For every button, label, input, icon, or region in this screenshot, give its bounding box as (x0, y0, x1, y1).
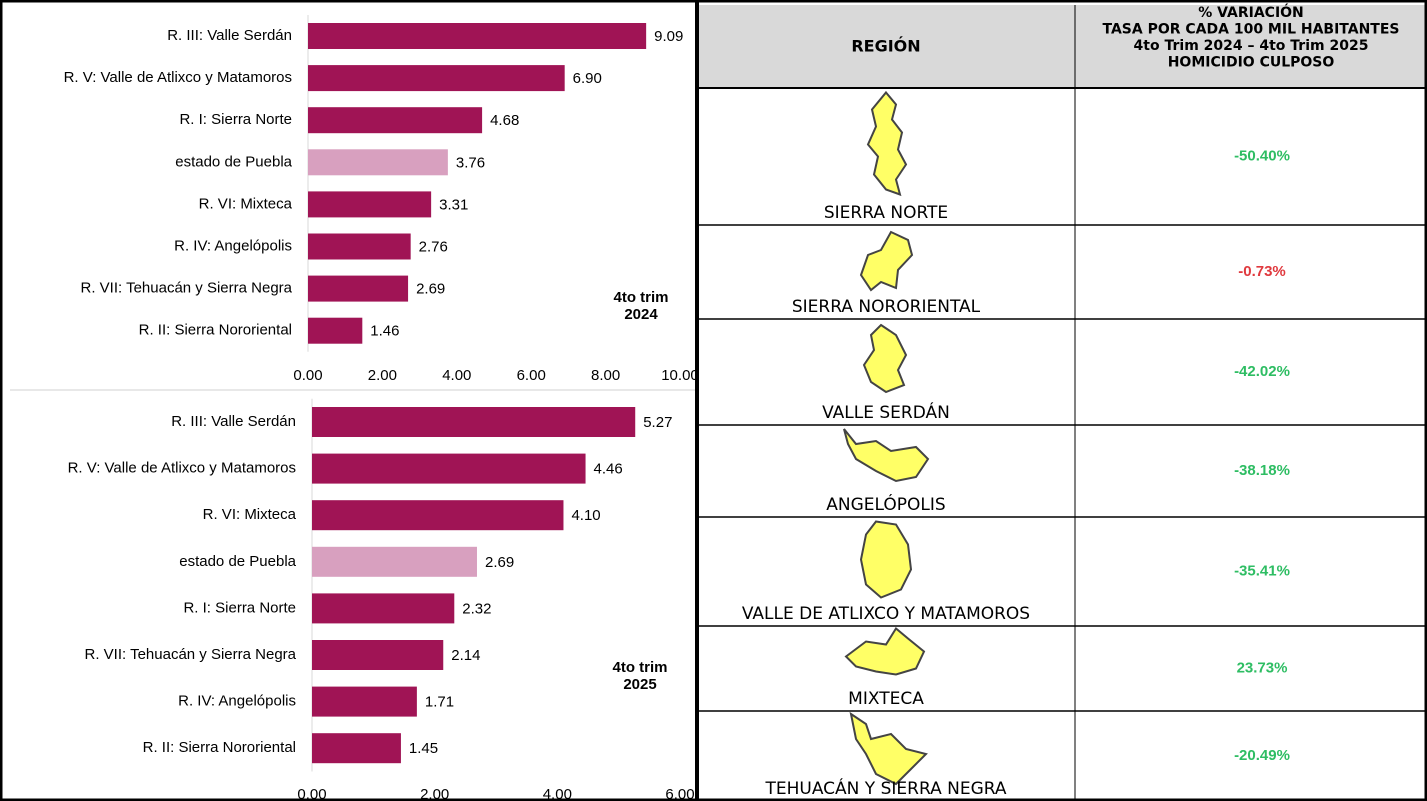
y-tick-label: R. III: Valle Serdán (167, 27, 292, 44)
data-label: 4.46 (594, 461, 623, 478)
region-map (859, 230, 914, 292)
x-tick-label: 4.00 (442, 367, 471, 384)
bar (312, 593, 455, 624)
variation-value: -20.49% (1234, 747, 1290, 764)
bar (312, 453, 586, 484)
x-tick-label: 6.00 (665, 786, 694, 801)
data-label: 4.10 (571, 507, 600, 524)
bar (308, 233, 411, 260)
variation-value: -35.41% (1234, 562, 1290, 579)
region-map (866, 90, 908, 197)
region-name: VALLE SERDÁN (822, 401, 950, 423)
x-tick-label: 2.00 (368, 367, 397, 384)
region-name: VALLE DE ATLIXCO Y MATAMOROS (742, 604, 1030, 624)
bar (308, 149, 448, 176)
bar (312, 686, 417, 717)
y-tick-label: R. I: Sierra Norte (183, 599, 296, 616)
data-label: 6.90 (573, 70, 602, 87)
data-label: 1.45 (409, 740, 438, 757)
x-tick-label: 0.00 (297, 786, 326, 801)
x-tick-label: 0.00 (293, 367, 322, 384)
header-cell: TASA POR CADA 100 MIL HABITANTES (1102, 22, 1399, 38)
data-label: 3.76 (456, 154, 485, 171)
y-tick-label: R. IV: Angelópolis (178, 693, 296, 710)
region-map (862, 323, 908, 394)
region-map (849, 711, 928, 786)
header-cell: HOMICIDIO CULPOSO (1168, 55, 1335, 71)
annotation: 4to trim (612, 659, 667, 676)
data-label: 5.27 (643, 414, 672, 431)
data-label: 2.32 (462, 600, 491, 617)
y-tick-label: estado de Puebla (179, 553, 296, 570)
region-name: SIERRA NORTE (824, 203, 948, 223)
data-label: 2.76 (419, 238, 448, 255)
annotation: 4to trim (613, 289, 668, 306)
region-map (859, 520, 913, 599)
data-label: 2.14 (451, 647, 480, 664)
y-tick-label: R. VII: Tehuacán y Sierra Negra (85, 646, 297, 663)
bar (308, 65, 565, 92)
variation-value: -50.40% (1234, 147, 1290, 164)
region-name: SIERRA NORORIENTAL (792, 297, 981, 317)
data-label: 1.46 (370, 323, 399, 340)
y-tick-label: R. VII: Tehuacán y Sierra Negra (81, 280, 293, 297)
header-cell: REGIÓN (851, 37, 920, 56)
bar (312, 546, 477, 577)
x-tick-label: 2.00 (420, 786, 449, 801)
bar (312, 733, 401, 764)
y-tick-label: R. VI: Mixteca (203, 506, 297, 523)
header-cell: 4to Trim 2024 – 4to Trim 2025 (1134, 38, 1369, 54)
annotation: 2024 (624, 306, 658, 323)
bar (308, 191, 432, 218)
region-map (843, 428, 930, 483)
y-tick-label: R. II: Sierra Nororiental (143, 739, 296, 756)
variation-value: 23.73% (1237, 659, 1288, 676)
bar (312, 407, 636, 437)
variation-value: -42.02% (1234, 363, 1290, 380)
bar (308, 317, 363, 344)
y-tick-label: estado de Puebla (175, 153, 292, 170)
x-tick-label: 8.00 (591, 367, 620, 384)
data-label: 9.09 (654, 28, 683, 45)
data-label: 2.69 (416, 281, 445, 298)
data-label: 4.68 (490, 112, 519, 129)
bar (308, 275, 409, 302)
variation-value: -38.18% (1234, 462, 1290, 479)
y-tick-label: R. II: Sierra Nororiental (139, 322, 292, 339)
bar (312, 640, 444, 670)
region-map (844, 626, 926, 676)
variation-value: -0.73% (1238, 263, 1286, 280)
y-tick-label: R. VI: Mixteca (199, 195, 293, 212)
data-label: 2.69 (485, 554, 514, 571)
region-name: ANGELÓPOLIS (826, 493, 945, 515)
x-tick-label: 6.00 (517, 367, 546, 384)
region-name: TEHUACÁN Y SIERRA NEGRA (765, 777, 1007, 799)
annotation: 2025 (623, 676, 656, 693)
y-tick-label: R. V: Valle de Atlixco y Matamoros (64, 69, 292, 86)
y-tick-label: R. I: Sierra Norte (179, 111, 292, 128)
y-tick-label: R. III: Valle Serdán (171, 413, 296, 430)
data-label: 1.71 (425, 694, 454, 711)
bar (312, 500, 564, 531)
table-header-bg (697, 5, 1427, 88)
y-tick-label: R. V: Valle de Atlixco y Matamoros (68, 460, 296, 477)
x-tick-label: 4.00 (543, 786, 572, 801)
region-name: MIXTECA (848, 689, 924, 709)
header-cell: % VARIACIÓN (1198, 3, 1304, 21)
data-label: 3.31 (439, 196, 468, 213)
bar (308, 23, 647, 49)
x-tick-label: 10.00 (661, 367, 699, 384)
bar (308, 107, 483, 134)
y-tick-label: R. IV: Angelópolis (174, 237, 292, 254)
